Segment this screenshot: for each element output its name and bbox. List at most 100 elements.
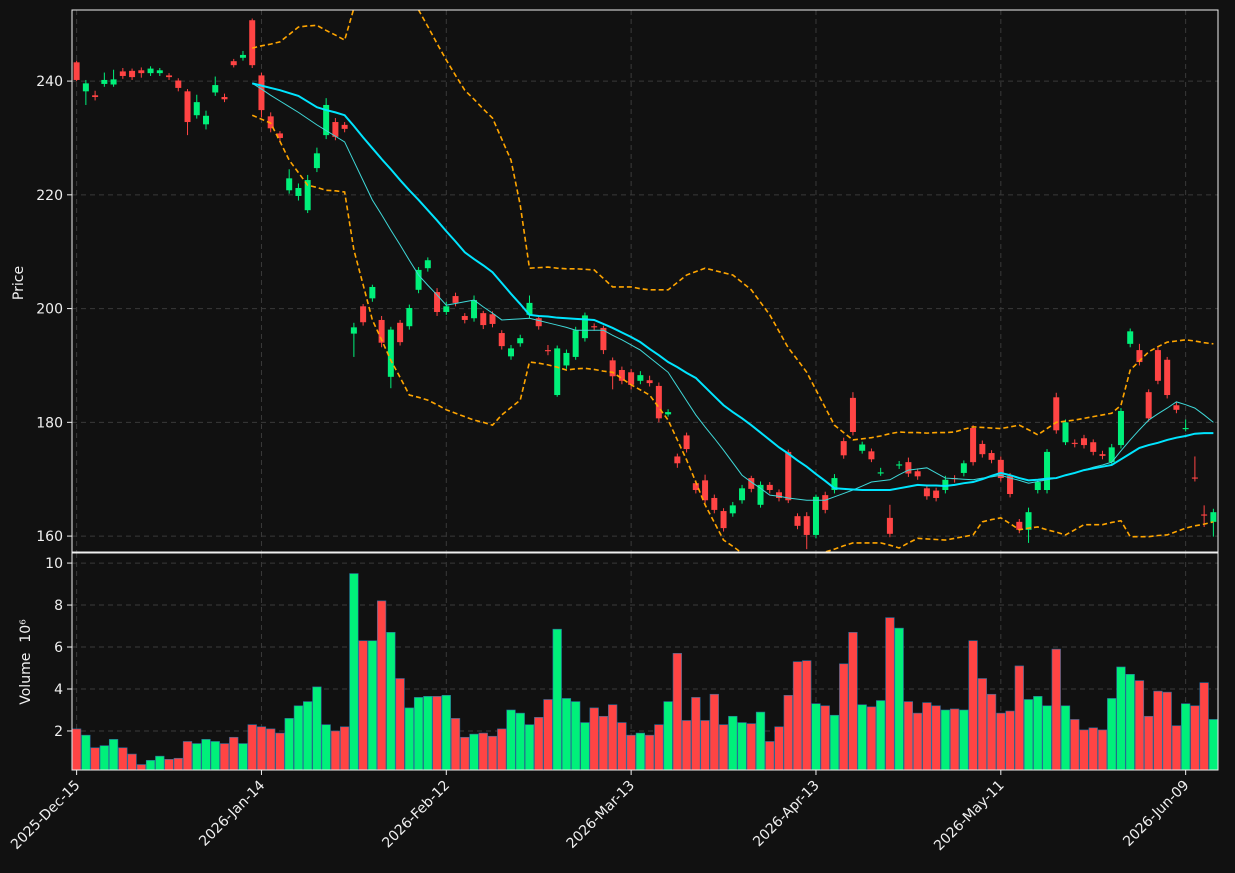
volume-bar [219, 743, 230, 770]
volume-bar [441, 694, 451, 770]
candle-body [1145, 392, 1152, 419]
candle-body [249, 20, 256, 66]
candle-body [748, 478, 755, 489]
volume-bar [737, 722, 747, 770]
volume-bar [635, 732, 645, 770]
price-frame [71, 9, 1219, 553]
volume-bar [349, 573, 359, 770]
volume-bar [1097, 729, 1108, 770]
candle-body [942, 479, 949, 491]
volume-bar [247, 724, 257, 770]
volume-bar [848, 632, 858, 770]
candle-body [692, 483, 699, 491]
volume-bar [802, 660, 812, 770]
volume-bar [506, 709, 516, 770]
volume-bar [663, 701, 673, 770]
volume-bar [1162, 691, 1172, 770]
indicator-line [251, 114, 1214, 552]
candle-body [184, 91, 191, 123]
candle-body [424, 260, 431, 269]
volume-bar [922, 702, 932, 770]
volume-bar [1199, 682, 1209, 770]
volume-bar [340, 726, 350, 770]
candle-body [369, 286, 376, 299]
volume-bar [1208, 719, 1218, 770]
volume-tick-label: 6 [54, 640, 63, 656]
volume-bar [811, 703, 821, 770]
volume-bar [303, 701, 313, 770]
volume-bar [1023, 699, 1034, 770]
candle-body [1044, 451, 1051, 491]
candle-body [471, 300, 478, 319]
candle-body [286, 178, 293, 191]
volume-bar [986, 693, 997, 770]
volume-bar [127, 753, 137, 770]
volume-bar [201, 739, 211, 770]
candle-body [849, 397, 856, 432]
candle-body [665, 412, 672, 415]
candle-body [997, 459, 1004, 479]
candle-body [794, 516, 801, 526]
volume-bar [543, 699, 553, 770]
volume-bar [913, 712, 923, 770]
volume-bar [487, 735, 498, 770]
candle-body [295, 188, 302, 196]
y-tick-label: 180 [36, 415, 63, 431]
candle-body [443, 306, 450, 312]
volume-bar [626, 734, 636, 770]
volume-bar [1125, 674, 1135, 770]
volume-bar [534, 717, 544, 770]
volume-bar [866, 706, 877, 770]
candle-body [203, 115, 210, 125]
y-axis-label: Price [11, 266, 27, 300]
candle-body [101, 79, 108, 84]
volume-bar [118, 747, 128, 770]
volume-bar [99, 745, 109, 770]
candle-body [507, 348, 514, 357]
candle-body [323, 104, 330, 136]
volume-bar [949, 708, 960, 770]
volume-bar [552, 628, 562, 770]
volume-bar [1060, 705, 1071, 770]
candle-body [1034, 482, 1041, 491]
volume-bar [404, 707, 414, 770]
volume-bar [681, 720, 692, 770]
candle-body [581, 315, 588, 339]
volume-bar [145, 760, 156, 770]
candle-body [803, 516, 810, 535]
indicator-line [252, 10, 1214, 441]
volume-bar [450, 718, 461, 770]
volume-bar [182, 741, 193, 770]
volume-bar [1042, 705, 1052, 770]
price-plot [73, 10, 1217, 552]
candle-body [988, 453, 995, 460]
volume-tick-label: 2 [54, 724, 63, 740]
candle-body [618, 370, 625, 381]
volume-bar [1088, 727, 1098, 770]
volume-bar [1033, 696, 1043, 770]
volume-bar [1190, 705, 1200, 770]
candle-body [434, 292, 441, 312]
candle-body [637, 375, 644, 381]
candle-body [674, 456, 681, 464]
volume-bar [1014, 665, 1024, 770]
volume-bar [367, 640, 377, 770]
volume-bar [1153, 690, 1163, 770]
candle-body [1164, 359, 1171, 396]
candle-body [1007, 475, 1014, 494]
volume-bar [423, 696, 433, 770]
volume-bar [173, 757, 183, 770]
candle-body [646, 380, 653, 384]
candle-body [212, 85, 219, 93]
candle-body [378, 319, 385, 343]
volume-bar [210, 741, 220, 770]
candle-body [1016, 521, 1023, 530]
candle-body [360, 306, 367, 323]
volume-bar [284, 718, 294, 770]
volume-bar [839, 663, 849, 770]
indicator-line [251, 82, 1214, 492]
volume-bar [275, 732, 285, 770]
candle-body [1191, 477, 1198, 479]
candle-body [544, 350, 551, 352]
volume-bar [996, 712, 1006, 770]
